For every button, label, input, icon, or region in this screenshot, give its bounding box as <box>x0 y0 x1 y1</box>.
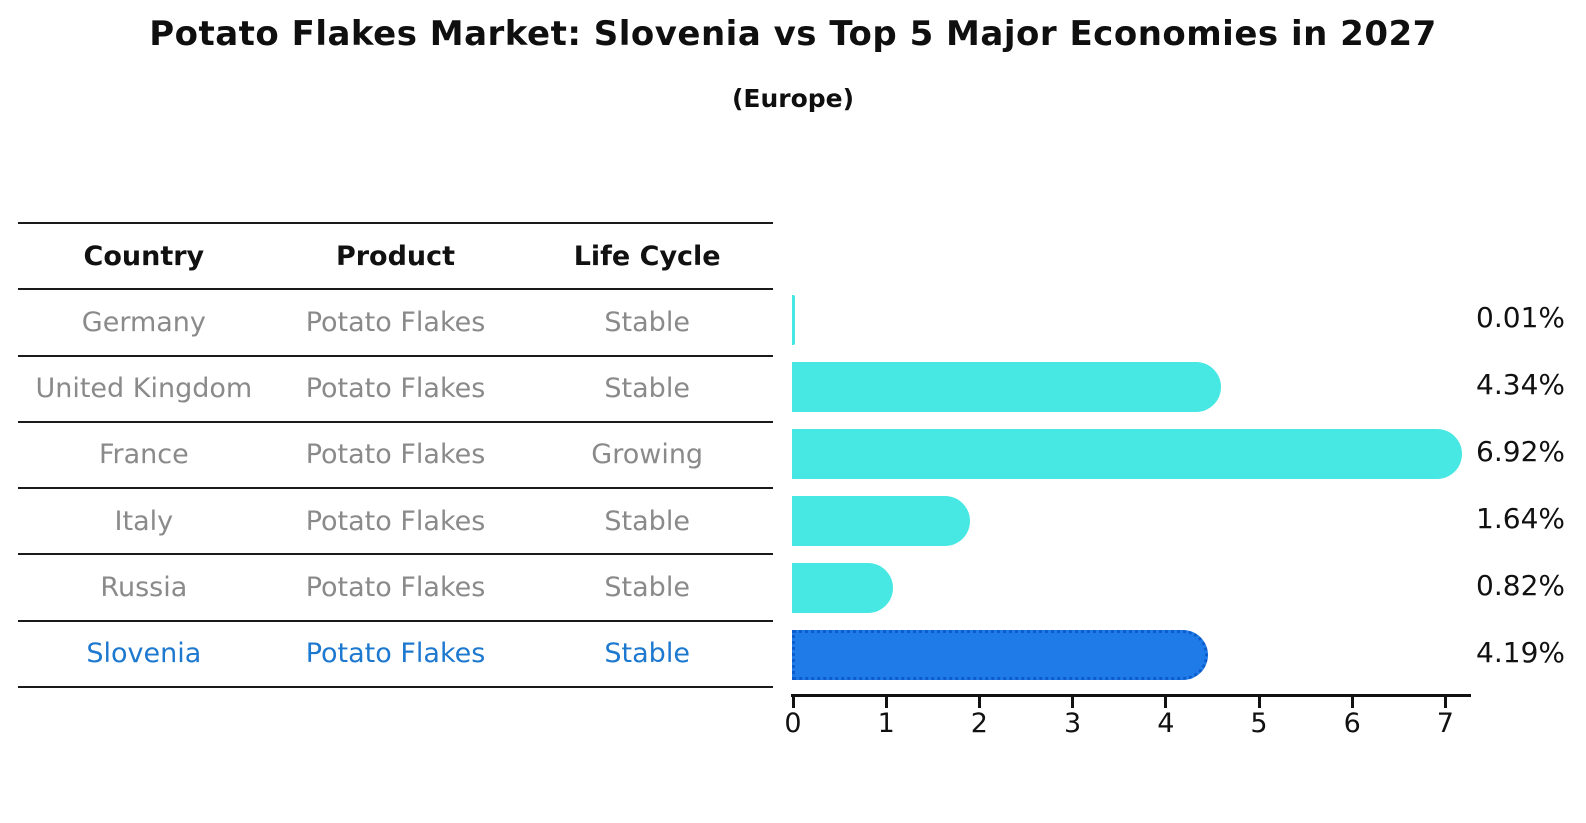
cell-product: Potato Flakes <box>305 439 486 471</box>
chart-subtitle: (Europe) <box>731 84 855 113</box>
bar-band-slovenia <box>792 621 1472 688</box>
x-tick-label-3: 3 <box>1064 708 1082 739</box>
cell-life_cycle: Stable <box>604 373 690 405</box>
country-table: Country Product Life Cycle Germany Potato F… <box>18 222 773 688</box>
bar-band-germany <box>792 287 1472 354</box>
value-label-france: 6.92% <box>1476 435 1565 469</box>
x-tick-mark-2 <box>977 696 981 708</box>
x-tick-mark-4 <box>1164 696 1168 708</box>
value-label-italy: 1.64% <box>1476 501 1565 535</box>
value-label-germany: 0.01% <box>1476 301 1565 335</box>
cell-country: United Kingdom <box>35 373 253 405</box>
value-label-russia: 0.82% <box>1476 568 1565 602</box>
bar-united-kingdom <box>792 362 1222 413</box>
bar-russia <box>792 562 894 613</box>
x-tick-label-2: 2 <box>970 708 988 739</box>
x-tick-label-1: 1 <box>877 708 895 739</box>
cell-life_cycle: Growing <box>591 439 704 471</box>
bar-band-italy <box>792 488 1472 555</box>
cell-country: Slovenia <box>86 638 202 670</box>
column-header-country: Country <box>83 240 205 272</box>
cell-product: Potato Flakes <box>305 306 486 338</box>
table-row-italy: Italy Potato Flakes Stable <box>18 489 773 556</box>
x-axis-line <box>791 694 1471 697</box>
cell-life_cycle: Stable <box>604 505 690 537</box>
table-row-slovenia: Slovenia Potato Flakes Stable <box>18 622 773 686</box>
chart-title: Potato Flakes Market: Slovenia vs Top 5 … <box>149 14 1437 54</box>
value-label-slovenia: 4.19% <box>1476 635 1565 669</box>
bar-band-france <box>792 421 1472 488</box>
x-tick-label-5: 5 <box>1250 708 1268 739</box>
cell-life_cycle: Stable <box>604 638 690 670</box>
cell-country: Russia <box>100 572 188 604</box>
bar-italy <box>792 495 970 546</box>
x-tick-label-7: 7 <box>1436 708 1454 739</box>
x-tick-mark-5 <box>1257 696 1261 708</box>
table-header-row: Country Product Life Cycle <box>18 224 773 291</box>
x-tick-mark-6 <box>1350 696 1354 708</box>
cell-product: Potato Flakes <box>305 373 486 405</box>
cell-country: Italy <box>114 505 174 537</box>
column-header-product: Product <box>335 240 456 272</box>
x-tick-label-4: 4 <box>1157 708 1175 739</box>
x-tick-mark-7 <box>1443 696 1447 708</box>
bar-band-united-kingdom <box>792 354 1472 421</box>
table-row-france: France Potato Flakes Growing <box>18 423 773 490</box>
table-row-germany: Germany Potato Flakes Stable <box>18 290 773 357</box>
bar-germany <box>792 295 795 346</box>
cell-product: Potato Flakes <box>305 505 486 537</box>
cell-life_cycle: Stable <box>604 306 690 338</box>
cell-life_cycle: Stable <box>604 572 690 604</box>
column-header-life-cycle: Life Cycle <box>573 240 721 272</box>
bar-slovenia <box>792 629 1208 680</box>
table-row-russia: Russia Potato Flakes Stable <box>18 555 773 622</box>
table-row-united-kingdom: United Kingdom Potato Flakes Stable <box>18 357 773 423</box>
x-tick-mark-0 <box>791 696 795 708</box>
x-tick-mark-1 <box>884 696 888 708</box>
x-tick-mark-3 <box>1071 696 1075 708</box>
bar-plot-area <box>792 287 1472 688</box>
cell-product: Potato Flakes <box>305 638 486 670</box>
bar-france <box>792 429 1462 480</box>
bar-band-russia <box>792 554 1472 621</box>
x-tick-label-6: 6 <box>1343 708 1361 739</box>
cell-product: Potato Flakes <box>305 572 486 604</box>
cell-country: France <box>98 439 189 471</box>
x-tick-label-0: 0 <box>784 708 802 739</box>
cell-country: Germany <box>81 306 206 338</box>
value-label-united-kingdom: 4.34% <box>1476 368 1565 402</box>
